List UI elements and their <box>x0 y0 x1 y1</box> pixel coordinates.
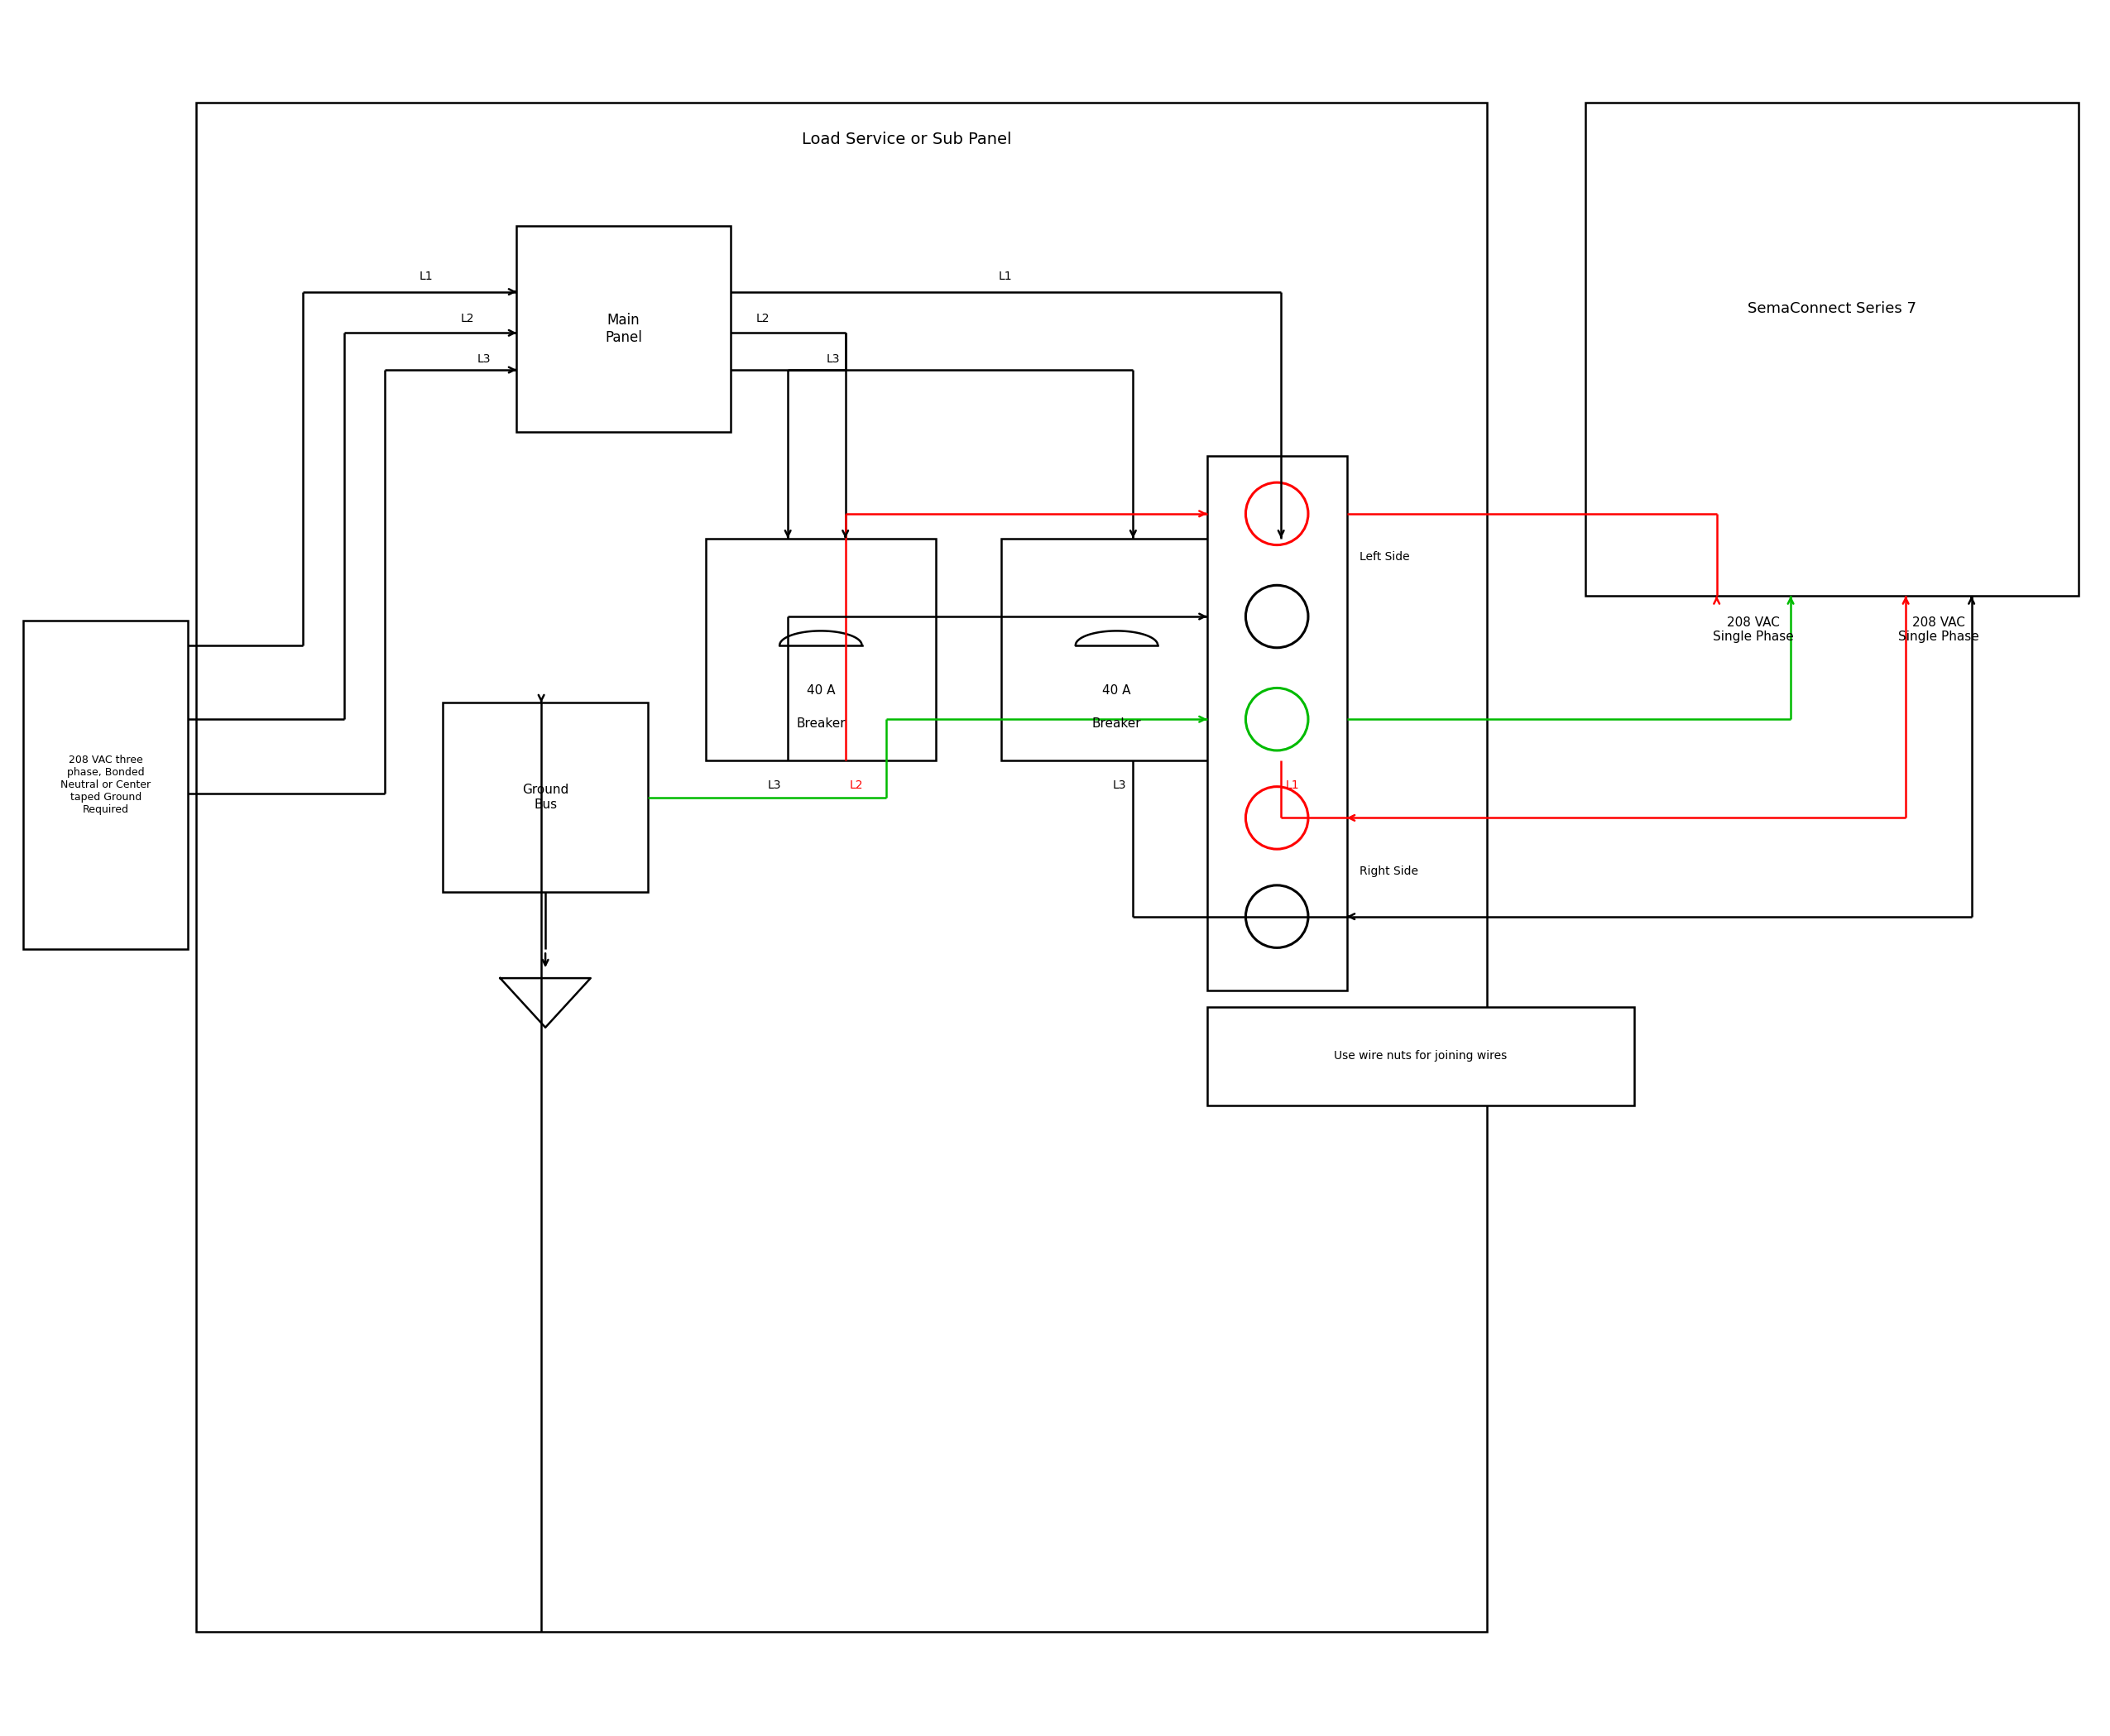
Bar <box>1585 102 2078 595</box>
Text: 40 A: 40 A <box>806 684 836 696</box>
Text: L1: L1 <box>420 271 433 281</box>
Text: L2: L2 <box>755 312 770 325</box>
Bar <box>705 538 937 760</box>
Text: Main
Panel: Main Panel <box>606 312 641 345</box>
Text: Ground
Bus: Ground Bus <box>521 785 570 811</box>
Bar <box>23 620 188 950</box>
Bar <box>443 703 648 892</box>
Text: L2: L2 <box>460 312 475 325</box>
Text: 40 A: 40 A <box>1101 684 1131 696</box>
Text: L3: L3 <box>768 779 781 792</box>
Text: L2: L2 <box>850 779 863 792</box>
Text: Load Service or Sub Panel: Load Service or Sub Panel <box>802 132 1013 148</box>
Bar <box>1207 1007 1635 1106</box>
Text: Breaker: Breaker <box>1093 717 1142 729</box>
Text: 208 VAC
Single Phase: 208 VAC Single Phase <box>1899 616 1979 644</box>
Text: L1: L1 <box>998 271 1013 281</box>
Text: Left Side: Left Side <box>1359 550 1409 562</box>
Bar <box>517 226 730 432</box>
Text: Right Side: Right Side <box>1359 866 1418 877</box>
Bar <box>196 102 1488 1632</box>
Bar <box>1002 538 1232 760</box>
Text: Use wire nuts for joining wires: Use wire nuts for joining wires <box>1334 1050 1507 1062</box>
Bar <box>1207 457 1346 991</box>
Text: L3: L3 <box>1112 779 1127 792</box>
Text: SemaConnect Series 7: SemaConnect Series 7 <box>1747 300 1916 316</box>
Text: 208 VAC three
phase, Bonded
Neutral or Center
taped Ground
Required: 208 VAC three phase, Bonded Neutral or C… <box>61 755 150 816</box>
Text: L3: L3 <box>477 354 490 365</box>
Text: L3: L3 <box>827 354 840 365</box>
Text: 208 VAC
Single Phase: 208 VAC Single Phase <box>1713 616 1793 644</box>
Text: L1: L1 <box>1285 779 1300 792</box>
Text: Breaker: Breaker <box>795 717 846 729</box>
